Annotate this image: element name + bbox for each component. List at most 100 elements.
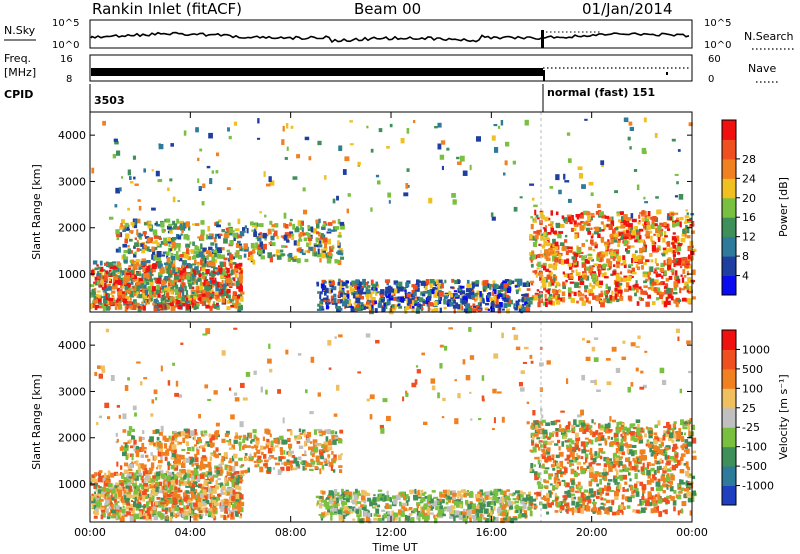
power-cell <box>268 242 272 245</box>
power-cell <box>549 250 555 255</box>
power-cell <box>232 269 235 275</box>
velocity-cell <box>144 513 148 518</box>
power-cell <box>160 223 165 228</box>
power-cell <box>110 286 116 290</box>
velocity-cell <box>461 489 465 493</box>
power-cell <box>579 297 584 301</box>
power-cell <box>685 298 689 303</box>
velocity-cell <box>190 486 195 491</box>
velocity-cell <box>92 496 96 500</box>
velocity-cell <box>374 505 378 508</box>
velocity-cell <box>171 441 175 446</box>
power-cell <box>172 284 177 288</box>
velocity-cell <box>128 439 133 443</box>
power-cell <box>617 285 622 291</box>
power-cell <box>120 223 123 228</box>
power-cell <box>616 226 621 229</box>
power-cell <box>553 294 558 299</box>
velocity-cell <box>133 488 138 495</box>
power-cell <box>226 249 230 253</box>
power-cell <box>552 300 556 306</box>
velocity-cell <box>411 510 415 513</box>
power-cell <box>347 293 350 299</box>
power-cell <box>141 283 144 289</box>
velocity-cell <box>220 466 223 473</box>
power-cell <box>434 287 438 290</box>
power-cell <box>112 264 117 268</box>
power-cell <box>514 278 519 282</box>
velocity-cell <box>119 511 122 518</box>
power-cell <box>151 169 154 172</box>
power-cell <box>149 281 154 286</box>
power-cell <box>191 276 195 281</box>
power-cell <box>127 169 132 176</box>
velocity-cell <box>361 489 365 494</box>
power-cell <box>164 276 169 281</box>
velocity-cell <box>372 506 376 509</box>
power-cell <box>161 228 165 232</box>
power-cell <box>129 293 135 298</box>
velocity-cell <box>316 461 321 466</box>
power-cell <box>469 291 475 296</box>
velocity-cell <box>253 452 257 458</box>
power-cell <box>529 252 533 256</box>
power-cell <box>411 308 415 313</box>
power-cell <box>647 230 653 234</box>
power-cell <box>616 255 622 262</box>
power-cell <box>638 235 642 240</box>
velocity-cell <box>235 432 238 436</box>
velocity-cell <box>185 490 190 494</box>
velocity-cell <box>210 442 215 448</box>
power-cell <box>531 250 535 257</box>
velocity-cell <box>345 497 350 503</box>
velocity-cell <box>142 516 148 520</box>
power-cell <box>539 210 543 213</box>
power-cell <box>390 295 394 298</box>
velocity-cell <box>398 509 402 515</box>
power-cell <box>104 282 107 289</box>
power-cell <box>548 270 552 274</box>
velocity-cell <box>158 448 164 452</box>
power-cell <box>127 207 131 211</box>
velocity-cell <box>201 433 205 437</box>
power-cell <box>672 223 677 227</box>
power-cell <box>688 285 693 292</box>
power-cell <box>206 254 209 260</box>
velocity-cell <box>205 464 208 467</box>
velocity-cell <box>459 511 462 515</box>
power-cell <box>629 146 632 150</box>
power-cell <box>681 297 685 302</box>
velocity-cell <box>168 435 171 440</box>
power-cell <box>601 164 604 168</box>
power-cell <box>200 243 203 250</box>
power-cell <box>411 304 415 310</box>
velocity-cell <box>197 485 201 488</box>
power-cell <box>234 265 239 272</box>
velocity-cell <box>301 429 306 433</box>
velocity-cell <box>131 428 135 433</box>
velocity-cell <box>101 509 106 512</box>
velocity-cell <box>456 499 461 503</box>
velocity-cell <box>182 437 186 444</box>
power-cell <box>315 219 319 224</box>
power-cell <box>583 272 587 276</box>
velocity-cell <box>228 502 231 508</box>
power-cell <box>186 235 190 241</box>
velocity-cell <box>266 438 270 443</box>
velocity-cell <box>129 504 134 510</box>
power-cell <box>575 214 581 218</box>
power-cell <box>148 221 152 225</box>
power-cell <box>163 287 169 293</box>
velocity-cell <box>419 510 423 514</box>
power-cell <box>116 287 120 292</box>
power-cell <box>504 283 510 289</box>
velocity-cell <box>175 513 178 519</box>
velocity-cell <box>320 449 323 455</box>
velocity-cell <box>440 499 445 504</box>
velocity-cell <box>131 454 134 461</box>
power-cell <box>555 299 561 305</box>
velocity-cell <box>205 494 208 500</box>
power-cell <box>390 292 394 296</box>
power-cell <box>97 266 102 269</box>
power-cell <box>559 223 565 228</box>
